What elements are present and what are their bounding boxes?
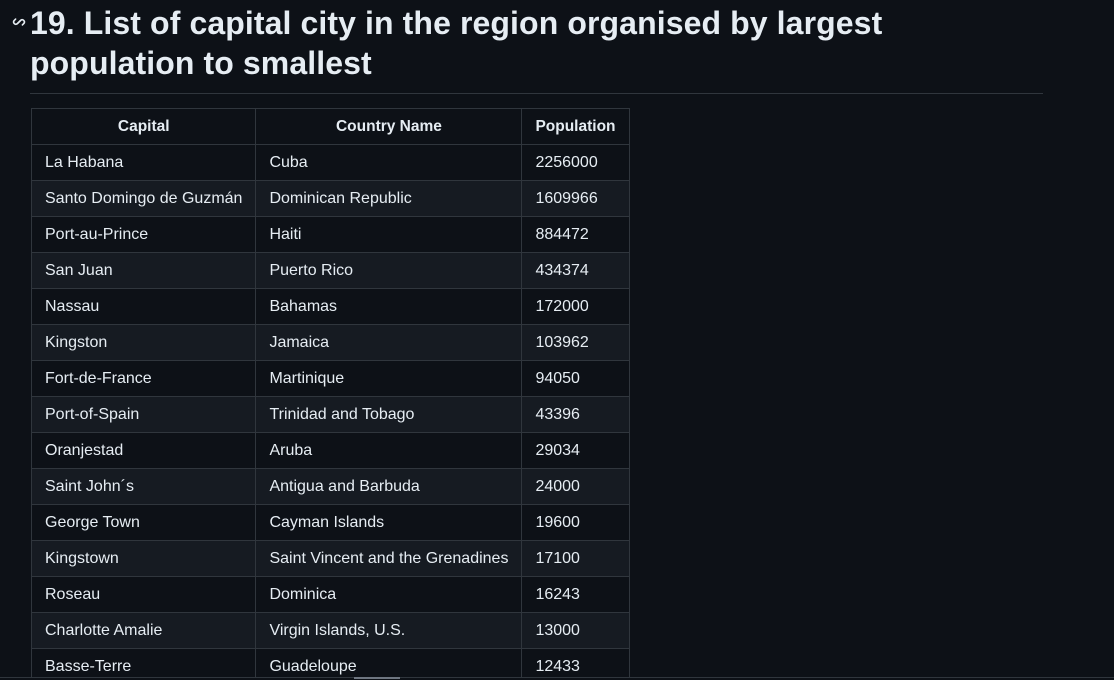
table-row: Kingstown Saint Vincent and the Grenadine…	[30, 540, 630, 577]
population-cell: 172000	[521, 288, 630, 325]
country-cell: Antigua and Barbuda	[255, 468, 523, 505]
table-row: Roseau Dominica 16243	[30, 576, 630, 613]
population-cell: 434374	[521, 252, 630, 289]
table-row: La Habana Cuba 2256000	[30, 144, 630, 181]
capital-cell: Roseau	[30, 576, 257, 613]
country-cell: Dominican Republic	[255, 180, 523, 217]
population-cell: 16243	[521, 576, 630, 613]
capital-cell: Port-au-Prince	[30, 216, 257, 253]
section-heading: 19. List of capital city in the region o…	[30, 0, 1043, 94]
capital-cell: Basse-Terre	[30, 648, 257, 680]
capital-cell: Saint John´s	[30, 468, 257, 505]
link-icon[interactable]	[10, 13, 28, 31]
capital-cell: Oranjestad	[30, 432, 257, 469]
table-row: Nassau Bahamas 172000	[30, 288, 630, 325]
population-cell: 12433	[521, 648, 630, 680]
population-cell: 19600	[521, 504, 630, 541]
table-body: La Habana Cuba 2256000 Santo Domingo de Guz…	[30, 144, 630, 680]
table-row: San Juan Puerto Rico 434374	[30, 252, 630, 289]
country-cell: Jamaica	[255, 324, 523, 361]
capital-cell: Nassau	[30, 288, 257, 325]
country-cell: Aruba	[255, 432, 523, 469]
capital-cell: Port-of-Spain	[30, 396, 257, 433]
horizontal-scrollbar[interactable]	[0, 677, 1114, 680]
scrollbar-thumb[interactable]	[354, 677, 400, 679]
population-cell: 103962	[521, 324, 630, 361]
country-cell: Martinique	[255, 360, 523, 397]
column-header-population: Population	[521, 108, 630, 145]
column-header-country-name: Country Name	[255, 108, 523, 145]
table-header-row: Capital Country Name Population	[30, 108, 630, 145]
table-row: Basse-Terre Guadeloupe 12433	[30, 648, 630, 680]
country-cell: Puerto Rico	[255, 252, 523, 289]
population-cell: 884472	[521, 216, 630, 253]
table-row: Charlotte Amalie Virgin Islands, U.S. 1300…	[30, 612, 630, 649]
country-cell: Guadeloupe	[255, 648, 523, 680]
heading-title: 19. List of capital city in the region o…	[30, 5, 883, 81]
country-cell: Cayman Islands	[255, 504, 523, 541]
capital-cell: San Juan	[30, 252, 257, 289]
table-row: Fort-de-France Martinique 94050	[30, 360, 630, 397]
country-cell: Dominica	[255, 576, 523, 613]
population-cell: 43396	[521, 396, 630, 433]
capital-cell: Kingston	[30, 324, 257, 361]
table-row: Santo Domingo de Guzmán Dominican Republi…	[30, 180, 630, 217]
population-cell: 29034	[521, 432, 630, 469]
capital-cell: George Town	[30, 504, 257, 541]
capital-cell: Santo Domingo de Guzmán	[30, 180, 257, 217]
capital-cell: Kingstown	[30, 540, 257, 577]
capital-cell: Charlotte Amalie	[30, 612, 257, 649]
capital-cell: La Habana	[30, 144, 257, 181]
capitals-table: Capital Country Name Population La Haban…	[30, 108, 630, 680]
population-cell: 1609966	[521, 180, 630, 217]
table-row: Saint John´s Antigua and Barbuda 24000	[30, 468, 630, 505]
population-cell: 17100	[521, 540, 630, 577]
table-row: George Town Cayman Islands 19600	[30, 504, 630, 541]
table-row: Kingston Jamaica 103962	[30, 324, 630, 361]
population-cell: 24000	[521, 468, 630, 505]
country-cell: Saint Vincent and the Grenadines	[255, 540, 523, 577]
country-cell: Trinidad and Tobago	[255, 396, 523, 433]
country-cell: Bahamas	[255, 288, 523, 325]
table-row: Port-of-Spain Trinidad and Tobago 43396	[30, 396, 630, 433]
population-cell: 94050	[521, 360, 630, 397]
capital-cell: Fort-de-France	[30, 360, 257, 397]
population-cell: 13000	[521, 612, 630, 649]
population-cell: 2256000	[521, 144, 630, 181]
country-cell: Cuba	[255, 144, 523, 181]
column-header-capital: Capital	[30, 108, 257, 145]
country-cell: Haiti	[255, 216, 523, 253]
country-cell: Virgin Islands, U.S.	[255, 612, 523, 649]
table-row: Port-au-Prince Haiti 884472	[30, 216, 630, 253]
table-row: Oranjestad Aruba 29034	[30, 432, 630, 469]
